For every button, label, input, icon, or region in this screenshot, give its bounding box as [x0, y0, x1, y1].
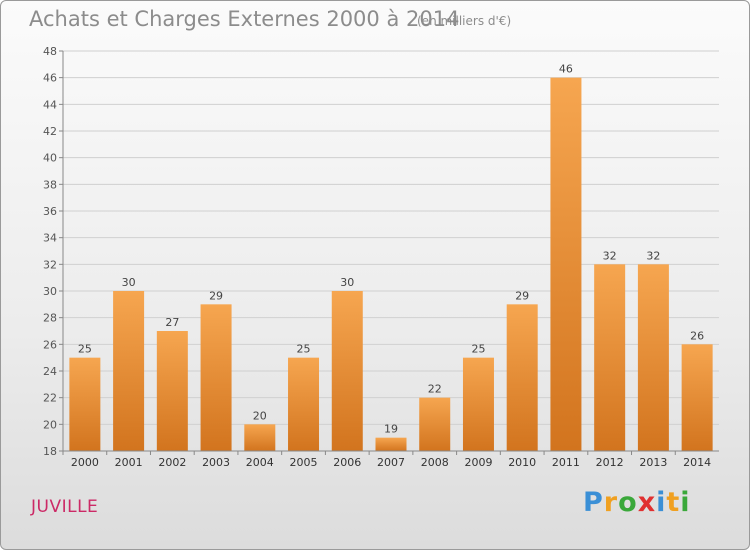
y-tick-label: 48 — [43, 45, 57, 58]
x-tick-label: 2014 — [683, 456, 711, 469]
logo-letter: P — [583, 487, 604, 518]
x-tick-label: 2010 — [508, 456, 536, 469]
bar — [113, 291, 145, 451]
data-label: 25 — [297, 343, 311, 356]
data-label: 29 — [209, 289, 223, 302]
data-label: 32 — [603, 249, 617, 262]
bar — [375, 437, 407, 451]
x-tick-label: 2008 — [421, 456, 449, 469]
bar — [637, 264, 669, 451]
y-tick-label: 24 — [43, 365, 57, 378]
x-tick-label: 2002 — [158, 456, 186, 469]
y-axis-ticks: 18 20 22 24 26 28 30 32 34 36 38 40 42 44 46 48 — [43, 45, 63, 458]
bar — [462, 357, 494, 451]
x-tick-label: 2003 — [202, 456, 230, 469]
bar — [244, 424, 276, 451]
y-tick-label: 44 — [43, 98, 57, 111]
data-label: 22 — [428, 383, 442, 396]
y-tick-label: 28 — [43, 312, 57, 325]
y-tick-label: 40 — [43, 152, 57, 165]
y-tick-label: 18 — [43, 445, 57, 458]
data-label: 27 — [165, 316, 179, 329]
bar — [506, 304, 538, 451]
chart-title: Achats et Charges Externes 2000 à 2014 — [29, 7, 460, 31]
bars — [69, 77, 713, 452]
logo-letter: r — [603, 487, 619, 518]
data-label: 19 — [384, 423, 398, 436]
bar — [419, 397, 451, 451]
bar — [69, 357, 101, 451]
x-tick-label: 2001 — [115, 456, 143, 469]
y-tick-label: 46 — [43, 72, 57, 85]
bar — [681, 344, 713, 451]
x-tick-label: 2000 — [71, 456, 99, 469]
data-label: 30 — [122, 276, 136, 289]
logo-letter: t — [666, 487, 681, 518]
x-tick-label: 2013 — [639, 456, 667, 469]
x-tick-label: 2005 — [290, 456, 318, 469]
bar — [550, 77, 582, 452]
logo-letter: o — [618, 487, 638, 518]
bar — [200, 304, 232, 451]
y-tick-label: 26 — [43, 338, 57, 351]
data-label: 25 — [471, 343, 485, 356]
y-tick-label: 38 — [43, 178, 57, 191]
data-label: 46 — [559, 63, 573, 76]
chart-subtitle: (en milliers d'€) — [417, 14, 512, 28]
bar — [156, 331, 188, 451]
y-tick-label: 22 — [43, 392, 57, 405]
x-tick-label: 2011 — [552, 456, 580, 469]
x-tick-label: 2009 — [464, 456, 492, 469]
data-label: 30 — [340, 276, 354, 289]
logo-letter: i — [680, 487, 691, 518]
logo-letter: x — [637, 487, 657, 518]
bar — [288, 357, 320, 451]
data-label: 26 — [690, 329, 704, 342]
y-tick-label: 34 — [43, 232, 57, 245]
x-tick-label: 2004 — [246, 456, 274, 469]
data-label: 25 — [78, 343, 92, 356]
y-tick-label: 42 — [43, 125, 57, 138]
data-label: 32 — [646, 249, 660, 262]
y-tick-label: 36 — [43, 205, 57, 218]
y-tick-label: 30 — [43, 285, 57, 298]
data-label: 29 — [515, 289, 529, 302]
y-tick-label: 20 — [43, 418, 57, 431]
data-labels: 25 30 27 29 20 25 30 19 22 25 29 46 32 32 26 — [78, 63, 704, 436]
axes — [62, 51, 719, 452]
bar — [594, 264, 626, 451]
x-tick-label: 2007 — [377, 456, 405, 469]
data-label: 20 — [253, 409, 267, 422]
x-tick-label: 2006 — [333, 456, 361, 469]
x-axis-ticks: 2000 2001 2002 2003 2004 2005 2006 2007 2008 2009… — [62, 451, 711, 469]
y-tick-label: 32 — [43, 258, 57, 271]
logo-letter: i — [656, 487, 667, 518]
bar — [331, 291, 363, 451]
proxiti-logo[interactable]: Proxiti — [583, 487, 691, 518]
commune-name: JUVILLE — [31, 497, 99, 517]
x-tick-label: 2012 — [596, 456, 624, 469]
